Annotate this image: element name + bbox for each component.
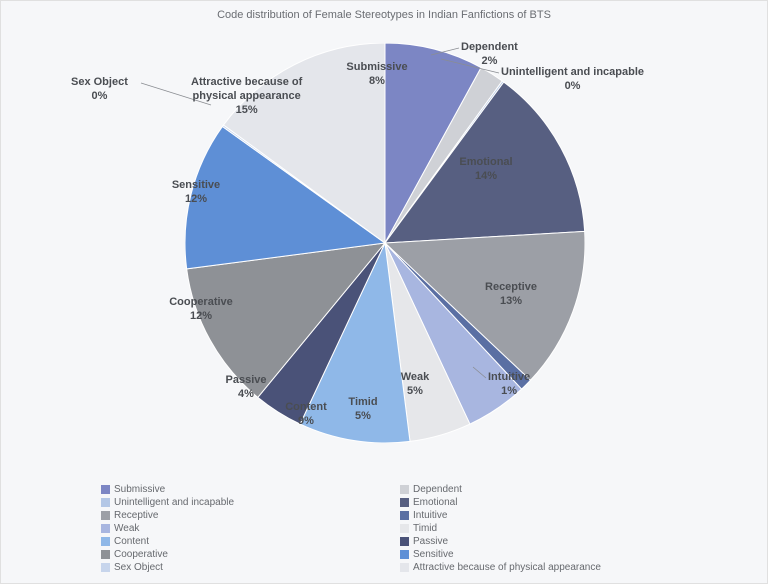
legend-label: Timid — [413, 523, 437, 534]
legend-item: Cooperative — [101, 549, 370, 560]
legend-swatch — [400, 537, 409, 546]
legend-swatch — [101, 550, 110, 559]
legend-item: Submissive — [101, 484, 370, 495]
slice-label: Timid 5% — [348, 396, 377, 424]
legend-item: Dependent — [400, 484, 669, 495]
legend-item: Intuitive — [400, 510, 669, 521]
slice-label: Passive 4% — [226, 374, 267, 402]
legend: Submissive Dependent Unintelligent and inc… — [101, 484, 669, 573]
legend-swatch — [101, 485, 110, 494]
legend-label: Intuitive — [413, 510, 447, 521]
legend-swatch — [101, 511, 110, 520]
legend-swatch — [101, 498, 110, 507]
legend-label: Receptive — [114, 510, 158, 521]
chart-title: Code distribution of Female Stereotypes … — [1, 1, 767, 21]
legend-swatch — [400, 485, 409, 494]
legend-item: Timid — [400, 523, 669, 534]
slice-label: Emotional 14% — [459, 156, 512, 184]
chart-container: Code distribution of Female Stereotypes … — [0, 0, 768, 584]
legend-label: Cooperative — [114, 549, 168, 560]
legend-swatch — [101, 537, 110, 546]
legend-label: Dependent — [413, 484, 462, 495]
slice-label: Receptive 13% — [485, 281, 537, 309]
legend-swatch — [400, 524, 409, 533]
legend-label: Attractive because of physical appearanc… — [413, 562, 601, 573]
legend-item: Sensitive — [400, 549, 669, 560]
legend-label: Emotional — [413, 497, 457, 508]
slice-label: Submissive 8% — [346, 61, 407, 89]
legend-label: Unintelligent and incapable — [114, 497, 234, 508]
legend-item: Receptive — [101, 510, 370, 521]
slice-label: Content 9% — [285, 401, 327, 429]
slice-label: Sensitive 12% — [172, 179, 220, 207]
legend-swatch — [400, 498, 409, 507]
legend-swatch — [101, 524, 110, 533]
legend-swatch — [400, 550, 409, 559]
legend-swatch — [400, 563, 409, 572]
legend-item: Content — [101, 536, 370, 547]
legend-label: Content — [114, 536, 149, 547]
legend-item: Emotional — [400, 497, 669, 508]
legend-label: Passive — [413, 536, 448, 547]
legend-item: Unintelligent and incapable — [101, 497, 370, 508]
slice-label: Cooperative 12% — [169, 296, 233, 324]
legend-label: Weak — [114, 523, 139, 534]
slice-label: Attractive because of physical appearanc… — [191, 76, 302, 117]
legend-label: Sex Object — [114, 562, 163, 573]
legend-label: Sensitive — [413, 549, 454, 560]
legend-item: Passive — [400, 536, 669, 547]
slice-label: Intuitive 1% — [488, 371, 530, 399]
legend-swatch — [101, 563, 110, 572]
slice-label: Unintelligent and incapable 0% — [501, 66, 644, 94]
legend-swatch — [400, 511, 409, 520]
slice-label: Sex Object 0% — [71, 76, 128, 104]
legend-item: Weak — [101, 523, 370, 534]
slice-label: Dependent 2% — [461, 41, 518, 69]
legend-item: Attractive because of physical appearanc… — [400, 562, 669, 573]
legend-item: Sex Object — [101, 562, 370, 573]
legend-label: Submissive — [114, 484, 165, 495]
slice-label: Weak 5% — [401, 371, 430, 399]
